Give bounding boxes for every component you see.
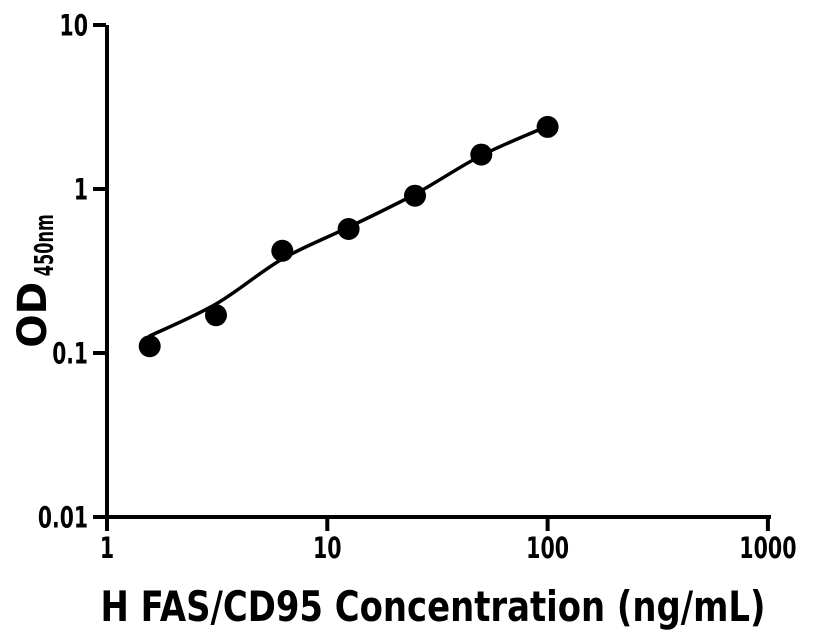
data-point-1 bbox=[138, 335, 161, 358]
y-axis-title-subscript: 450nm bbox=[30, 214, 60, 276]
data-point-5 bbox=[404, 184, 426, 207]
axes-group bbox=[105, 25, 771, 519]
data-point-3 bbox=[271, 239, 294, 262]
x-tick-label-1: 1 bbox=[100, 531, 114, 565]
y-tick-label-1: 1 bbox=[74, 173, 88, 207]
tick-labels-group: 0.01 0.1 1 10 1 10 100 1000 bbox=[38, 9, 797, 566]
data-point-6 bbox=[470, 143, 493, 166]
y-tick-label-0.01: 0.01 bbox=[38, 501, 88, 535]
y-tick-label-0.1: 0.1 bbox=[52, 337, 88, 371]
data-point-2 bbox=[205, 304, 227, 327]
x-tick-label-1000: 1000 bbox=[739, 531, 796, 565]
x-axis-title: H FAS/CD95 Concentration (ng/mL) bbox=[101, 582, 766, 631]
y-axis-title-main: OD bbox=[10, 282, 56, 348]
data-point-4 bbox=[337, 218, 360, 240]
y-axis-title: OD 450nm bbox=[10, 214, 60, 348]
y-tick-label-10: 10 bbox=[59, 9, 88, 43]
x-tick-label-100: 100 bbox=[526, 531, 569, 565]
plot-series-group bbox=[138, 115, 559, 358]
axis-ticks-group bbox=[93, 23, 770, 531]
data-point-7 bbox=[536, 115, 559, 138]
axis-spines bbox=[105, 25, 771, 519]
x-tick-label-10: 10 bbox=[313, 531, 342, 565]
